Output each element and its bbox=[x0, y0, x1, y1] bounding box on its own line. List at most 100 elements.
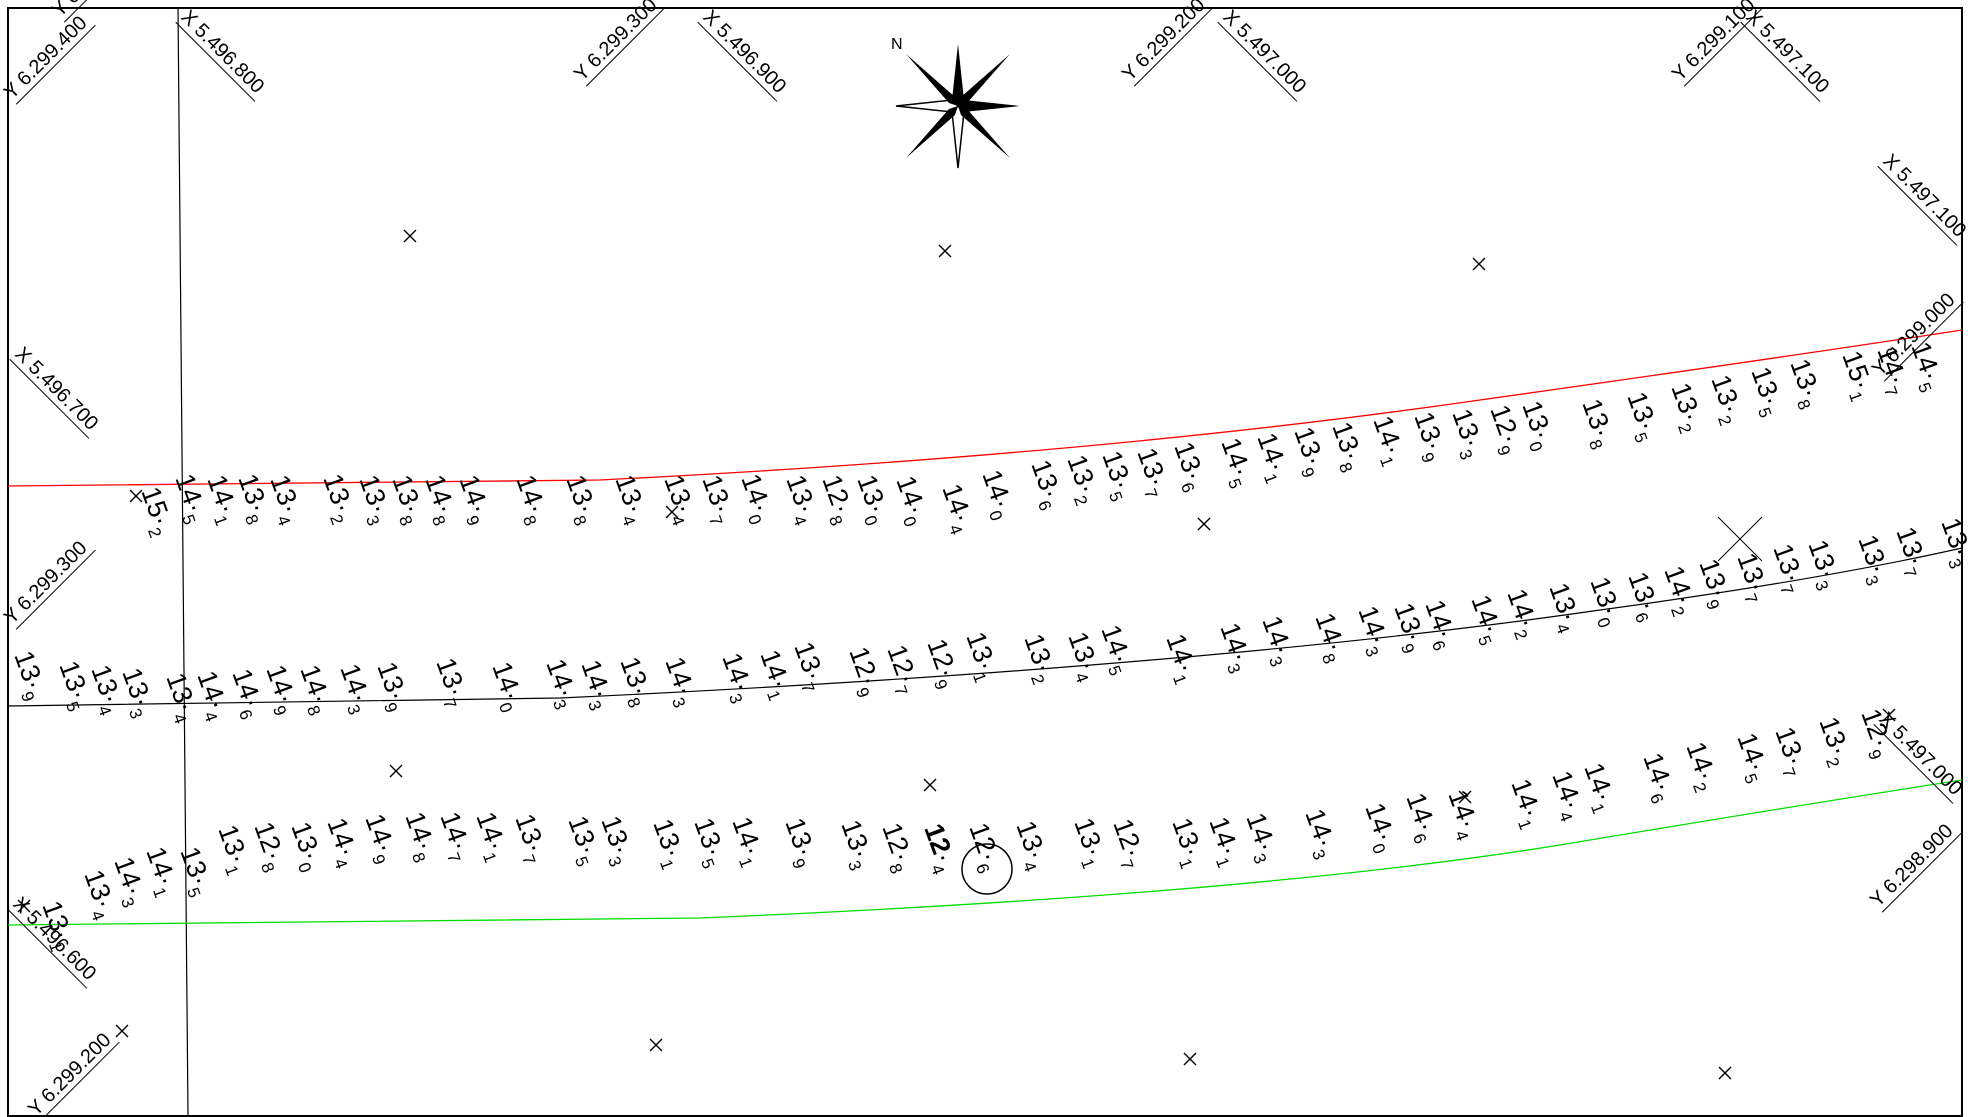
control-point-icon bbox=[1197, 517, 1211, 531]
grid-label-tick bbox=[9, 358, 90, 439]
sounding-value: 14·1 bbox=[1199, 813, 1248, 871]
sounding-value: 13·9 bbox=[1284, 423, 1333, 481]
grid-label-tick bbox=[63, 0, 144, 23]
sounding-value: 13·3 bbox=[1931, 514, 1970, 572]
sounding-value: 13·3 bbox=[1848, 531, 1897, 589]
sounding-value: 14·5 bbox=[1461, 591, 1510, 649]
sounding: 13·7 bbox=[430, 654, 472, 712]
control-point-icon bbox=[1458, 790, 1472, 804]
sounding-value: 13·4 bbox=[1539, 579, 1588, 637]
survey-mark-large-icon bbox=[1717, 516, 1763, 562]
sounding: 14·3 bbox=[712, 649, 761, 707]
sounding-value: 14·2 bbox=[1497, 585, 1546, 643]
sounding-value: 14·4 bbox=[1438, 786, 1487, 844]
sounding-value: 12·7 bbox=[877, 641, 926, 699]
sounding: 12·7 bbox=[1107, 815, 1149, 873]
sounding: 13·0 bbox=[1584, 573, 1626, 631]
sounding: 15·2 bbox=[135, 483, 177, 541]
grid-label: Y 6.299.000 bbox=[48, 0, 144, 23]
sounding: 14·0 bbox=[976, 466, 1018, 524]
grid-label-tick bbox=[15, 549, 96, 630]
sounding-value: 14·0 bbox=[731, 470, 780, 528]
sounding-value: 13·7 bbox=[692, 471, 741, 529]
sounding: 13·5 bbox=[1745, 363, 1787, 421]
sounding-value: 14·6 bbox=[1633, 749, 1682, 807]
grid-label-text: X 5.497.000 bbox=[1218, 6, 1310, 98]
sounding-value: 13·6 bbox=[1164, 438, 1213, 496]
sounding-value: 14·4 bbox=[932, 480, 981, 538]
sounding: 14·3 bbox=[1236, 809, 1285, 867]
green-line bbox=[7, 779, 1963, 926]
grid-label-tick bbox=[1683, 6, 1764, 87]
grid-label: X 5.496.800 bbox=[175, 6, 268, 102]
north-arrow-icon: N bbox=[891, 36, 1020, 169]
highlight-circle bbox=[961, 843, 1013, 895]
sounding: 14·1 bbox=[1505, 775, 1547, 833]
sounding: 14·1 bbox=[726, 813, 768, 871]
sounding-value: 13·4 bbox=[654, 471, 703, 529]
sounding-value: 13·7 bbox=[1765, 723, 1814, 781]
sounding-value: 14·3 bbox=[712, 649, 761, 707]
sounding: 13·7 bbox=[505, 810, 554, 868]
grid-label-tick bbox=[15, 24, 96, 105]
sounding: 14·3 bbox=[1256, 612, 1298, 670]
sounding: 13·9 bbox=[779, 814, 821, 872]
grid-label: X 5.496.700 bbox=[9, 343, 102, 439]
control-point-icon bbox=[1882, 708, 1896, 722]
sounding-value: 14·3 bbox=[1210, 619, 1259, 677]
sounding-value: 13·2 bbox=[1661, 379, 1710, 437]
sounding: 14·4 bbox=[932, 480, 981, 538]
sounding: 13·2 bbox=[1809, 713, 1858, 771]
sounding: 12·7 bbox=[877, 641, 926, 699]
grid-label-tick bbox=[1133, 6, 1214, 87]
sounding-value: 13·5 bbox=[684, 814, 733, 872]
grid-label: X 5.497.000 bbox=[1217, 6, 1310, 102]
sounding: 13·4 bbox=[609, 471, 651, 529]
grid-label-text: Y 6.299.400 bbox=[0, 12, 92, 104]
grid-label-text: X 5.497.100 bbox=[1878, 150, 1970, 242]
sounding: 14·8 bbox=[1309, 609, 1351, 667]
grid-label-text: Y 6.299.100 bbox=[1668, 0, 1760, 86]
north-label: N bbox=[891, 36, 903, 53]
sounding-value: 13·7 bbox=[505, 810, 554, 868]
sounding-value: 14·2 bbox=[1676, 738, 1725, 796]
sounding-value: 14·3 bbox=[655, 653, 704, 711]
sounding-value: 14·3 bbox=[536, 655, 585, 713]
grid-line-x-5496800 bbox=[177, 7, 189, 1117]
grid-label: X 5.497.100 bbox=[1877, 150, 1970, 246]
grid-label: Y 6.299.300 bbox=[0, 537, 96, 630]
grid-label-text: Y 6.299.300 bbox=[0, 537, 92, 629]
grid-label: Y 6.299.200 bbox=[24, 1029, 120, 1117]
control-point-icon bbox=[115, 1024, 129, 1038]
sounding-value: 13·2 bbox=[1809, 713, 1858, 771]
grid-label-tick bbox=[1883, 301, 1964, 382]
sounding-value: 14·3 bbox=[1236, 809, 1285, 867]
sounding: 14·0 bbox=[731, 470, 780, 528]
sounding-value: 13·1 bbox=[1064, 814, 1113, 872]
sounding-value: 13·4 bbox=[1006, 817, 1055, 875]
sounding: 13·8 bbox=[1576, 395, 1618, 453]
grid-label-text: Y 6.299.000 bbox=[48, 0, 140, 22]
sounding-value: 13·9 bbox=[4, 647, 53, 705]
sounding-value: 14·3 bbox=[1295, 805, 1344, 863]
red-line bbox=[7, 329, 1963, 487]
control-point-icon bbox=[403, 229, 417, 243]
sounding-value: 14·0 bbox=[1355, 799, 1404, 857]
sounding-value: 13·9 bbox=[1689, 555, 1738, 613]
grid-label-text: Y 6.299.300 bbox=[570, 0, 662, 86]
sounding: 14·3 bbox=[1210, 619, 1259, 677]
sounding: 13·7 bbox=[1731, 549, 1773, 607]
sounding-value: 13·8 bbox=[610, 653, 659, 711]
control-points bbox=[17, 229, 1896, 1080]
sounding: 12·9 bbox=[921, 635, 963, 693]
grid-label-tick bbox=[1740, 21, 1821, 102]
grid-label: Y 6.299.400 bbox=[0, 12, 96, 105]
sounding: 14·3 bbox=[536, 655, 585, 713]
sounding: 13·7 bbox=[692, 471, 741, 529]
control-point-icon bbox=[17, 899, 31, 913]
sounding: 13·9 bbox=[4, 647, 53, 705]
sounding: 13·1 bbox=[647, 815, 689, 873]
sounding-value: 12·4 bbox=[914, 820, 963, 878]
grid-label-tick bbox=[7, 908, 88, 989]
sounding: 13·9 bbox=[1689, 555, 1738, 613]
